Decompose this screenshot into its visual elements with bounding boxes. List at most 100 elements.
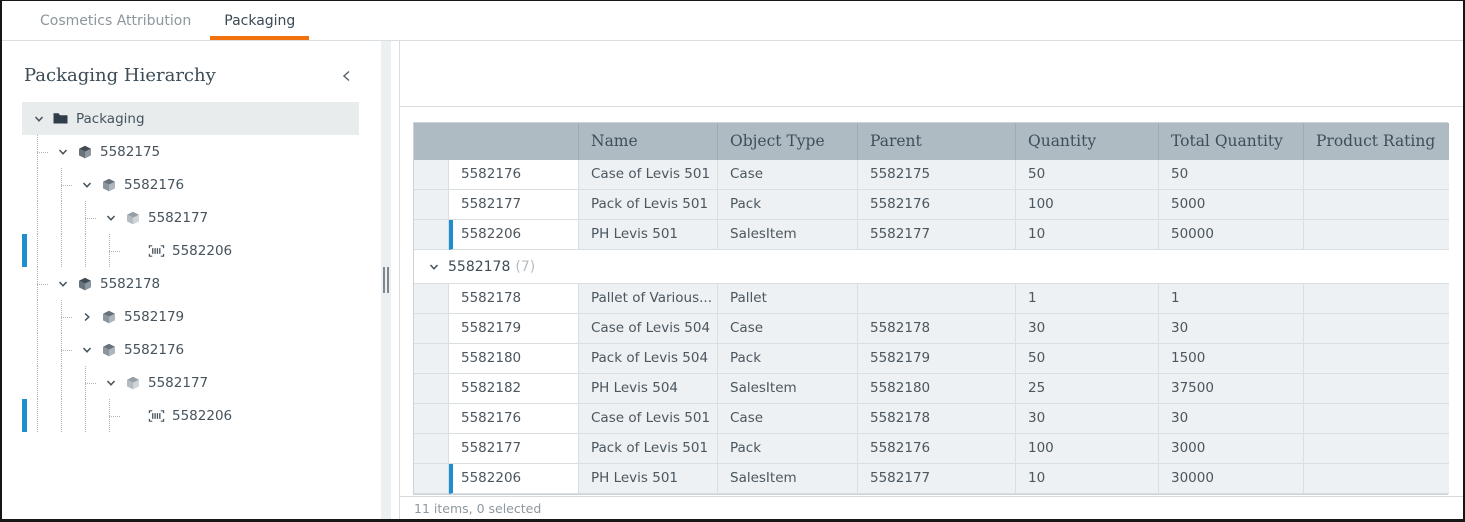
cell-quantity[interactable]: 30 [1016,314,1159,344]
tree-node-packaging[interactable]: Packaging [22,102,359,135]
cell-name[interactable]: PH Levis 501 [579,464,718,494]
chevron-down-icon[interactable] [32,112,46,126]
row-gutter-cell[interactable] [414,314,449,344]
cell-parent[interactable]: 5582175 [858,160,1016,190]
row-gutter-cell[interactable] [414,434,449,464]
cell-object-type[interactable]: SalesItem [718,464,858,494]
cell-total-quantity[interactable]: 50000 [1159,220,1304,250]
cell-name[interactable]: PH Levis 501 [579,220,718,250]
cell-parent[interactable]: 5582177 [858,464,1016,494]
column-header-object-type[interactable]: Object Type [718,123,858,160]
cell-total-quantity[interactable]: 50 [1159,160,1304,190]
tree-node-5582176[interactable]: 5582176 [22,333,359,366]
cell-quantity[interactable]: 50 [1016,160,1159,190]
cell-total-quantity[interactable]: 5000 [1159,190,1304,220]
row-gutter-cell[interactable] [414,344,449,374]
cell-product-rating[interactable] [1304,284,1449,314]
column-header-total-quantity[interactable]: Total Quantity [1159,123,1304,160]
chevron-down-icon[interactable] [56,145,70,159]
cell-object-type[interactable]: Case [718,314,858,344]
cell-object-type[interactable]: Pack [718,434,858,464]
cell-name[interactable]: Case of Levis 501 [579,160,718,190]
tree-node-5582178[interactable]: 5582178 [22,267,359,300]
cell-product-rating[interactable] [1304,434,1449,464]
cell-product-rating[interactable] [1304,464,1449,494]
cell-quantity[interactable]: 100 [1016,190,1159,220]
cell-product-rating[interactable] [1304,160,1449,190]
tree-node-5582206[interactable]: 5582206 [22,234,359,267]
cell-product-rating[interactable] [1304,220,1449,250]
cell-total-quantity[interactable]: 30000 [1159,464,1304,494]
cell-name[interactable]: Pack of Levis 504 [579,344,718,374]
chevron-down-icon[interactable] [80,343,94,357]
cell-id[interactable]: 5582177 [449,190,579,220]
cell-id[interactable]: 5582180 [449,344,579,374]
row-gutter-cell[interactable] [414,374,449,404]
cell-parent[interactable]: 5582178 [858,404,1016,434]
cell-id[interactable]: 5582206 [449,464,579,494]
chevron-right-icon[interactable] [80,310,94,324]
row-gutter-cell[interactable] [414,190,449,220]
tree-node-5582176[interactable]: 5582176 [22,168,359,201]
cell-total-quantity[interactable]: 30 [1159,404,1304,434]
cell-quantity[interactable]: 1 [1016,284,1159,314]
tree-node-5582206[interactable]: 5582206 [22,399,359,432]
cell-id[interactable]: 5582178 [449,284,579,314]
cell-total-quantity[interactable]: 1500 [1159,344,1304,374]
chevron-down-icon[interactable] [104,211,118,225]
cell-name[interactable]: Pack of Levis 501 [579,190,718,220]
cell-object-type[interactable]: SalesItem [718,374,858,404]
cell-product-rating[interactable] [1304,190,1449,220]
panel-splitter[interactable] [381,41,391,519]
cell-name[interactable]: Pallet of Various... [579,284,718,314]
cell-id[interactable]: 5582182 [449,374,579,404]
cell-id[interactable]: 5582179 [449,314,579,344]
row-gutter-cell[interactable] [414,160,449,190]
cell-quantity[interactable]: 10 [1016,464,1159,494]
cell-object-type[interactable]: SalesItem [718,220,858,250]
tab-cosmetics-attribution[interactable]: Cosmetics Attribution [40,12,192,29]
chevron-down-icon[interactable] [427,260,441,274]
tree-node-5582177[interactable]: 5582177 [22,366,359,399]
tree-node-5582179[interactable]: 5582179 [22,300,359,333]
cell-name[interactable]: Pack of Levis 501 [579,434,718,464]
cell-id[interactable]: 5582177 [449,434,579,464]
row-gutter-cell[interactable] [414,220,449,250]
column-header-quantity[interactable]: Quantity [1016,123,1159,160]
cell-parent[interactable]: 5582179 [858,344,1016,374]
cell-total-quantity[interactable]: 3000 [1159,434,1304,464]
cell-product-rating[interactable] [1304,344,1449,374]
cell-parent[interactable] [858,284,1016,314]
row-gutter-cell[interactable] [414,464,449,494]
cell-name[interactable]: PH Levis 504 [579,374,718,404]
column-header-product-rating[interactable]: Product Rating [1304,123,1449,160]
cell-name[interactable]: Case of Levis 504 [579,314,718,344]
cell-parent[interactable]: 5582176 [858,434,1016,464]
cell-product-rating[interactable] [1304,314,1449,344]
tree-node-5582177[interactable]: 5582177 [22,201,359,234]
cell-total-quantity[interactable]: 37500 [1159,374,1304,404]
tree-node-5582175[interactable]: 5582175 [22,135,359,168]
chevron-down-icon[interactable] [80,178,94,192]
cell-parent[interactable]: 5582176 [858,190,1016,220]
cell-quantity[interactable]: 100 [1016,434,1159,464]
row-gutter-cell[interactable] [414,284,449,314]
column-header-name[interactable]: Name [579,123,718,160]
cell-id[interactable]: 5582176 [449,404,579,434]
cell-id[interactable]: 5582206 [449,220,579,250]
cell-product-rating[interactable] [1304,374,1449,404]
cell-name[interactable]: Case of Levis 501 [579,404,718,434]
row-gutter-cell[interactable] [414,404,449,434]
cell-parent[interactable]: 5582178 [858,314,1016,344]
cell-quantity[interactable]: 50 [1016,344,1159,374]
tab-packaging[interactable]: Packaging [210,1,310,40]
cell-parent[interactable]: 5582180 [858,374,1016,404]
cell-parent[interactable]: 5582177 [858,220,1016,250]
cell-object-type[interactable]: Pack [718,344,858,374]
chevron-down-icon[interactable] [104,376,118,390]
chevron-down-icon[interactable] [56,277,70,291]
cell-quantity[interactable]: 30 [1016,404,1159,434]
cell-object-type[interactable]: Case [718,404,858,434]
column-header-parent[interactable]: Parent [858,123,1016,160]
column-header-blank[interactable] [414,123,579,160]
